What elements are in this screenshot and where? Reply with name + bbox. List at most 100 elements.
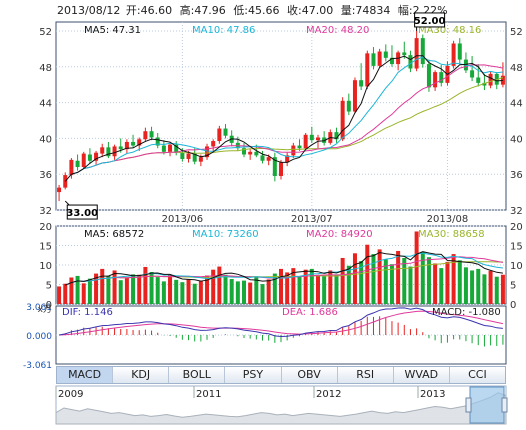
annotation-box bbox=[414, 12, 446, 28]
volume-bar bbox=[198, 280, 203, 304]
tab-wvad[interactable]: WVAD bbox=[394, 367, 450, 383]
tab-psy[interactable]: PSY bbox=[225, 367, 282, 383]
volume-bar bbox=[57, 286, 62, 304]
candle-body bbox=[352, 80, 357, 112]
indicator-tabs: MACD KDJ BOLL PSY OBV RSI WVAD CCI bbox=[56, 366, 506, 384]
candle-body bbox=[414, 38, 419, 69]
volume-tick-right: 0 bbox=[510, 300, 516, 311]
candle-body bbox=[223, 128, 228, 136]
volume-tick-left: 10 bbox=[39, 261, 52, 272]
candle-body bbox=[168, 144, 173, 152]
macd-panel[interactable]: 3.061 0.000 -3.061 DIF: 1.146 DEA: 1.686 MACD… bbox=[23, 303, 507, 371]
volume-legend-2: MA20: 84920 bbox=[306, 229, 373, 240]
volume-bar bbox=[494, 276, 499, 304]
volume-bar bbox=[328, 270, 333, 304]
volume-bar bbox=[352, 253, 357, 304]
volume-bar bbox=[451, 254, 456, 304]
candle-body bbox=[285, 155, 290, 163]
volume-bar bbox=[309, 268, 314, 304]
volume-bar bbox=[322, 276, 327, 304]
volume-bar bbox=[303, 269, 308, 304]
candle-body bbox=[75, 160, 80, 168]
candle-body bbox=[500, 75, 505, 85]
candle-body bbox=[217, 128, 222, 142]
volume-bar bbox=[112, 270, 117, 304]
annotation-label: 33.00 bbox=[66, 208, 98, 219]
volume-bar bbox=[87, 278, 92, 304]
dif-line bbox=[59, 307, 503, 338]
volume-bar bbox=[334, 274, 339, 304]
macd-legend-0: DIF: 1.146 bbox=[62, 307, 113, 318]
header-open: 开:46.60 bbox=[126, 4, 172, 17]
volume-bar bbox=[174, 279, 179, 304]
volume-bar bbox=[439, 268, 444, 304]
price-tick-left: 52 bbox=[39, 27, 52, 38]
volume-bar bbox=[94, 273, 99, 304]
candle-body bbox=[340, 100, 345, 140]
ma20-line bbox=[77, 64, 503, 173]
volume-bar bbox=[346, 265, 351, 304]
candle-body bbox=[87, 154, 92, 161]
volume-bar bbox=[457, 260, 462, 304]
overview-left-handle[interactable] bbox=[465, 397, 472, 413]
candle-body bbox=[297, 145, 302, 149]
volume-bar bbox=[420, 251, 425, 304]
candle-body bbox=[291, 145, 296, 156]
candle-body bbox=[198, 157, 203, 162]
overview-navigator[interactable]: 2009 2011 2012 2013 bbox=[55, 385, 508, 425]
volume-bar bbox=[389, 264, 394, 304]
tab-cci[interactable]: CCI bbox=[468, 368, 487, 381]
candle-body bbox=[180, 152, 185, 159]
volume-bar bbox=[254, 277, 259, 304]
volume-tick-right: 15 bbox=[510, 242, 523, 253]
volume-bar bbox=[365, 244, 370, 304]
price-legend-2: MA20: 48.20 bbox=[306, 25, 369, 36]
volume-unit: x万 bbox=[38, 305, 52, 315]
date-label: 2013/06 bbox=[162, 214, 204, 225]
price-legend-0: MA5: 47.31 bbox=[84, 25, 141, 36]
volume-bar bbox=[69, 277, 74, 304]
volume-panel[interactable]: 0 0 5 5 10 10 15 15 20 20 x万 MA5: 68572 MA10: 73260 M… bbox=[38, 222, 523, 315]
header-low: 低:45.66 bbox=[233, 4, 279, 17]
tab-macd[interactable]: MACD bbox=[57, 367, 114, 383]
candle-body bbox=[315, 137, 320, 141]
candle-body bbox=[377, 51, 382, 66]
candle-body bbox=[174, 144, 179, 153]
volume-bar bbox=[106, 275, 111, 304]
candle-body bbox=[346, 100, 351, 112]
candle-body bbox=[242, 148, 247, 155]
candle-body bbox=[383, 51, 388, 58]
tab-boll[interactable]: BOLL bbox=[169, 367, 226, 383]
tab-obv[interactable]: OBV bbox=[282, 367, 338, 383]
volume-tick-left: 0 bbox=[46, 300, 52, 311]
candle-body bbox=[439, 72, 444, 83]
volume-bar bbox=[248, 282, 253, 304]
price-panel[interactable]: 32 32 36 36 40 40 44 44 48 48 52 52 2013/06 2013/07 20… bbox=[39, 12, 523, 225]
candle-body bbox=[69, 159, 74, 176]
date-label: 2013/08 bbox=[427, 214, 469, 225]
price-tick-left: 44 bbox=[39, 99, 52, 110]
overview-selection-window[interactable] bbox=[469, 386, 505, 424]
candle-body bbox=[272, 157, 277, 176]
volume-bar bbox=[223, 274, 228, 304]
volume-bar bbox=[402, 257, 407, 304]
candle-body bbox=[81, 153, 86, 168]
candle-body bbox=[100, 147, 105, 154]
candle-body bbox=[192, 153, 197, 162]
volume-bar bbox=[143, 266, 148, 304]
candle-body bbox=[124, 141, 129, 150]
overview-right-handle[interactable] bbox=[501, 397, 508, 413]
candle-body bbox=[371, 53, 376, 66]
year-label: 2012 bbox=[316, 389, 341, 400]
tab-rsi[interactable]: RSI bbox=[338, 367, 394, 383]
dea-line bbox=[59, 310, 503, 336]
tab-kdj[interactable]: KDJ bbox=[113, 367, 170, 383]
candle-body bbox=[137, 139, 142, 146]
candle-body bbox=[211, 141, 216, 147]
volume-bar bbox=[242, 280, 247, 304]
candle-body bbox=[260, 155, 265, 161]
macd-tick: 0.000 bbox=[26, 332, 52, 342]
volume-bar bbox=[377, 249, 382, 304]
candle-body bbox=[143, 131, 148, 140]
macd-tick: -3.061 bbox=[23, 361, 52, 371]
